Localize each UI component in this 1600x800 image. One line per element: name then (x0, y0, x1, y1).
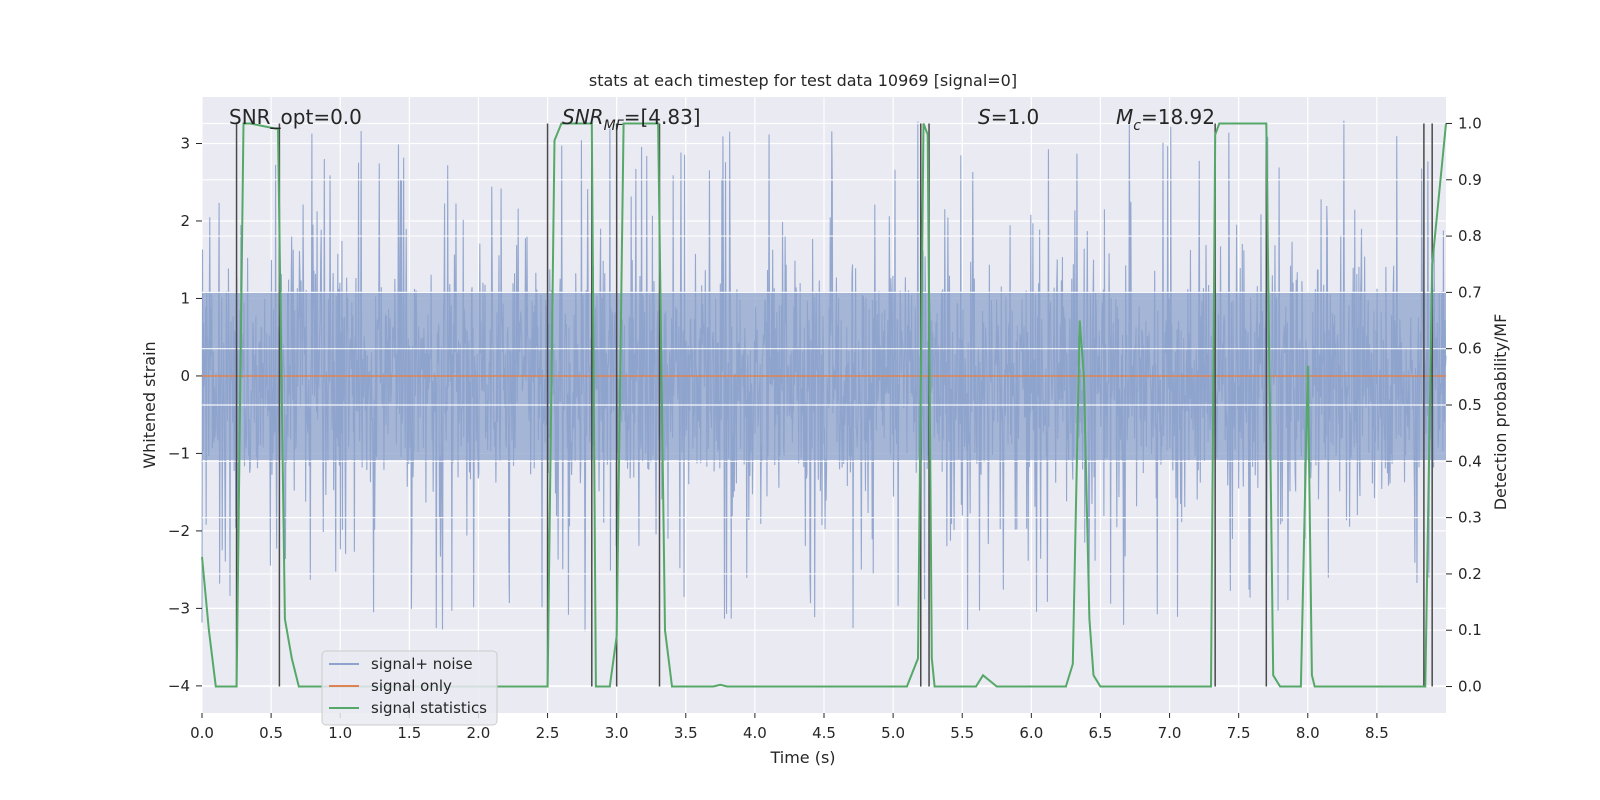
x-tick-label: 3.0 (605, 724, 629, 742)
snr-mf-subscript: MF (604, 118, 625, 134)
x-tick-label: 8.5 (1365, 724, 1389, 742)
annotation-snr-mf: SNRMF=[4.83] (562, 105, 701, 134)
x-tick-label: 1.0 (328, 724, 352, 742)
s-symbol: S (978, 105, 991, 129)
y2-axis-label: Detection probability/MF (1491, 314, 1510, 511)
x-tick-label: 6.5 (1089, 724, 1113, 742)
mc-main: M (1116, 105, 1133, 129)
x-tick-label: 5.0 (881, 724, 905, 742)
y-tick-label: −4 (168, 677, 190, 695)
y-tick-label: 1 (180, 289, 190, 307)
y2-tick-label: 0.5 (1458, 396, 1482, 414)
legend-label-noise: signal+ noise (371, 655, 473, 673)
y2-tick-label: 0.0 (1458, 678, 1482, 696)
x-tick-label: 0.0 (190, 724, 214, 742)
y2-tick-label: 1.0 (1458, 114, 1482, 132)
x-tick-label: 0.5 (259, 724, 283, 742)
y-tick-label: −3 (168, 599, 190, 617)
y-tick-label: 3 (180, 134, 190, 152)
x-tick-label: 4.5 (812, 724, 836, 742)
x-tick-label: 3.5 (674, 724, 698, 742)
x-tick-label: 4.0 (743, 724, 767, 742)
chart-title: stats at each timestep for test data 109… (589, 71, 1017, 90)
y2-tick-label: 0.6 (1458, 340, 1482, 358)
y2-tick-label: 0.8 (1458, 227, 1482, 245)
mc-value: =18.92 (1141, 105, 1215, 129)
x-tick-label: 2.5 (536, 724, 560, 742)
annotation-mc: Mc=18.92 (1116, 105, 1215, 134)
grid-lines-overlay (202, 122, 1446, 688)
s-value: =1.0 (991, 105, 1040, 129)
y-tick-label: −2 (168, 522, 190, 540)
y2-tick-label: 0.1 (1458, 621, 1482, 639)
y-tick-label: −1 (168, 444, 190, 462)
annotation-snr-opt: SNR_opt=0.0 (229, 105, 362, 129)
y-axis-ticks: 3 2 1 0 −1 −2 −3 −4 (168, 134, 202, 695)
y-tick-label: 2 (180, 212, 190, 230)
legend-box (321, 650, 498, 726)
x-tick-label: 8.0 (1296, 724, 1320, 742)
mc-subscript: c (1133, 118, 1141, 134)
y2-tick-label: 0.7 (1458, 283, 1482, 301)
y2-tick-label: 0.9 (1458, 171, 1482, 189)
y-axis-label: Whitened strain (140, 341, 159, 468)
x-tick-label: 1.5 (397, 724, 421, 742)
x-axis-label: Time (s) (769, 748, 835, 767)
x-tick-label: 2.0 (467, 724, 491, 742)
y2-tick-label: 0.4 (1458, 452, 1482, 470)
y2-tick-label: 0.2 (1458, 565, 1482, 583)
snr-mf-main: SNR (562, 105, 604, 129)
snr-mf-value: =[4.83] (624, 105, 701, 129)
legend: signal+ noise signal only signal statist… (321, 650, 498, 726)
legend-label-stats: signal statistics (371, 699, 487, 717)
x-tick-label: 7.5 (1227, 724, 1251, 742)
y2-axis-ticks: 1.0 0.9 0.8 0.7 0.6 0.5 0.4 0.3 0.2 0.1 0.0 (1446, 114, 1482, 696)
x-axis-ticks: 0.0 0.5 1.0 1.5 2.0 2.5 3.0 3.5 4.0 4.5 5.0 5.5 6.0 6… (190, 713, 1389, 742)
signal-statistics-series (201, 122, 1447, 688)
annotation-s: S=1.0 (978, 105, 1039, 129)
x-tick-label: 7.0 (1158, 724, 1182, 742)
legend-label-signal: signal only (371, 677, 452, 695)
y2-tick-label: 0.3 (1458, 509, 1482, 527)
x-tick-label: 5.5 (950, 724, 974, 742)
x-tick-label: 6.0 (1019, 724, 1043, 742)
y-tick-label: 0 (180, 367, 190, 385)
